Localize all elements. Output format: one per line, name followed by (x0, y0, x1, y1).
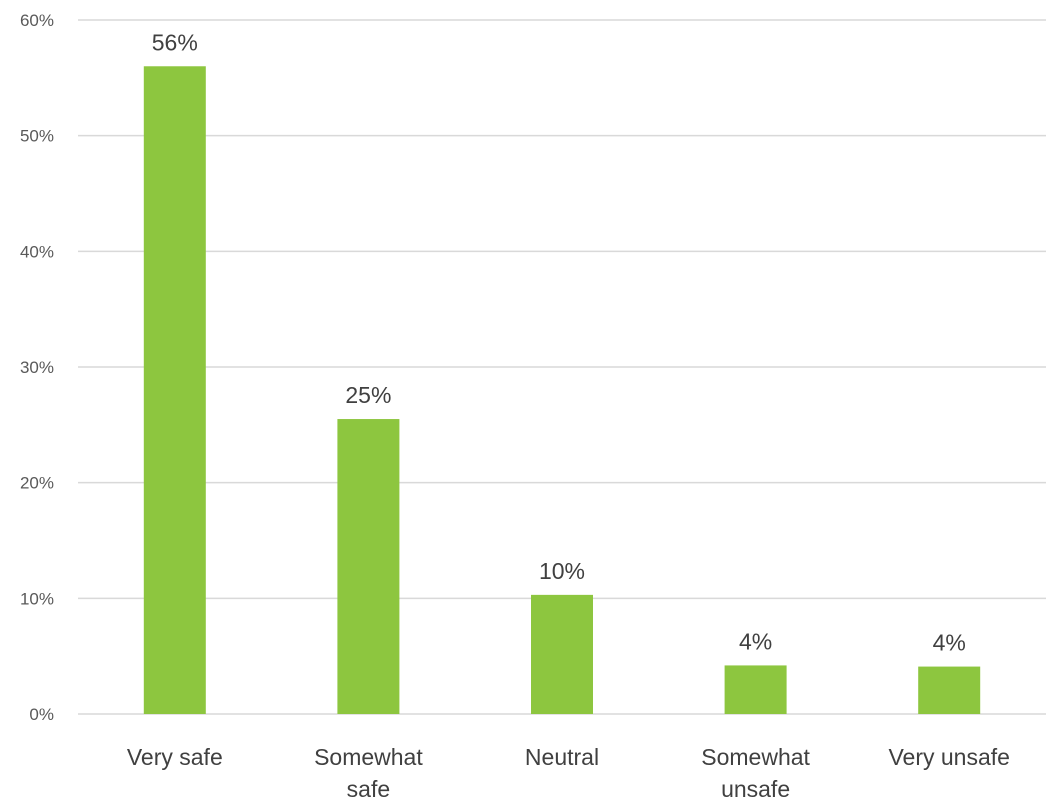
category-label: Somewhat unsafe (701, 744, 810, 802)
data-label: 4% (933, 630, 966, 656)
bar (143, 66, 206, 715)
bar (531, 594, 593, 714)
y-tick-label: 20% (20, 474, 54, 493)
y-tick-label: 60% (20, 11, 54, 30)
bar (724, 665, 787, 714)
x-axis-category-labels: Very safe Somewhat safe Neutral Somewhat unsa… (127, 744, 1010, 802)
gridlines (78, 19, 1046, 715)
data-label: 4% (739, 628, 772, 654)
data-label: 25% (345, 382, 391, 408)
data-label: 10% (539, 558, 585, 584)
y-tick-label: 40% (20, 242, 54, 261)
category-label-line: unsafe (721, 776, 790, 802)
category-label: Somewhat safe (314, 744, 423, 802)
bars (143, 66, 981, 715)
y-tick-label: 0% (29, 705, 54, 724)
y-tick-label: 10% (20, 589, 54, 608)
data-labels: 56% 25% 10% 4% 4% (152, 29, 966, 655)
category-label-line: Very unsafe (888, 744, 1009, 770)
data-label: 56% (152, 29, 198, 55)
category-label-line: Neutral (525, 744, 599, 770)
bar (918, 666, 981, 714)
category-label-line: Very safe (127, 744, 223, 770)
category-label-line: Somewhat (701, 744, 810, 770)
category-label: Neutral (525, 744, 599, 770)
category-label-line: Somewhat (314, 744, 423, 770)
bar (337, 419, 400, 714)
y-tick-label: 30% (20, 358, 54, 377)
y-tick-label: 50% (20, 127, 54, 146)
category-label: Very safe (127, 744, 223, 770)
category-label-line: safe (347, 776, 390, 802)
category-label: Very unsafe (888, 744, 1009, 770)
y-axis-tick-labels: 0% 10% 20% 30% 40% 50% 60% (20, 11, 54, 724)
